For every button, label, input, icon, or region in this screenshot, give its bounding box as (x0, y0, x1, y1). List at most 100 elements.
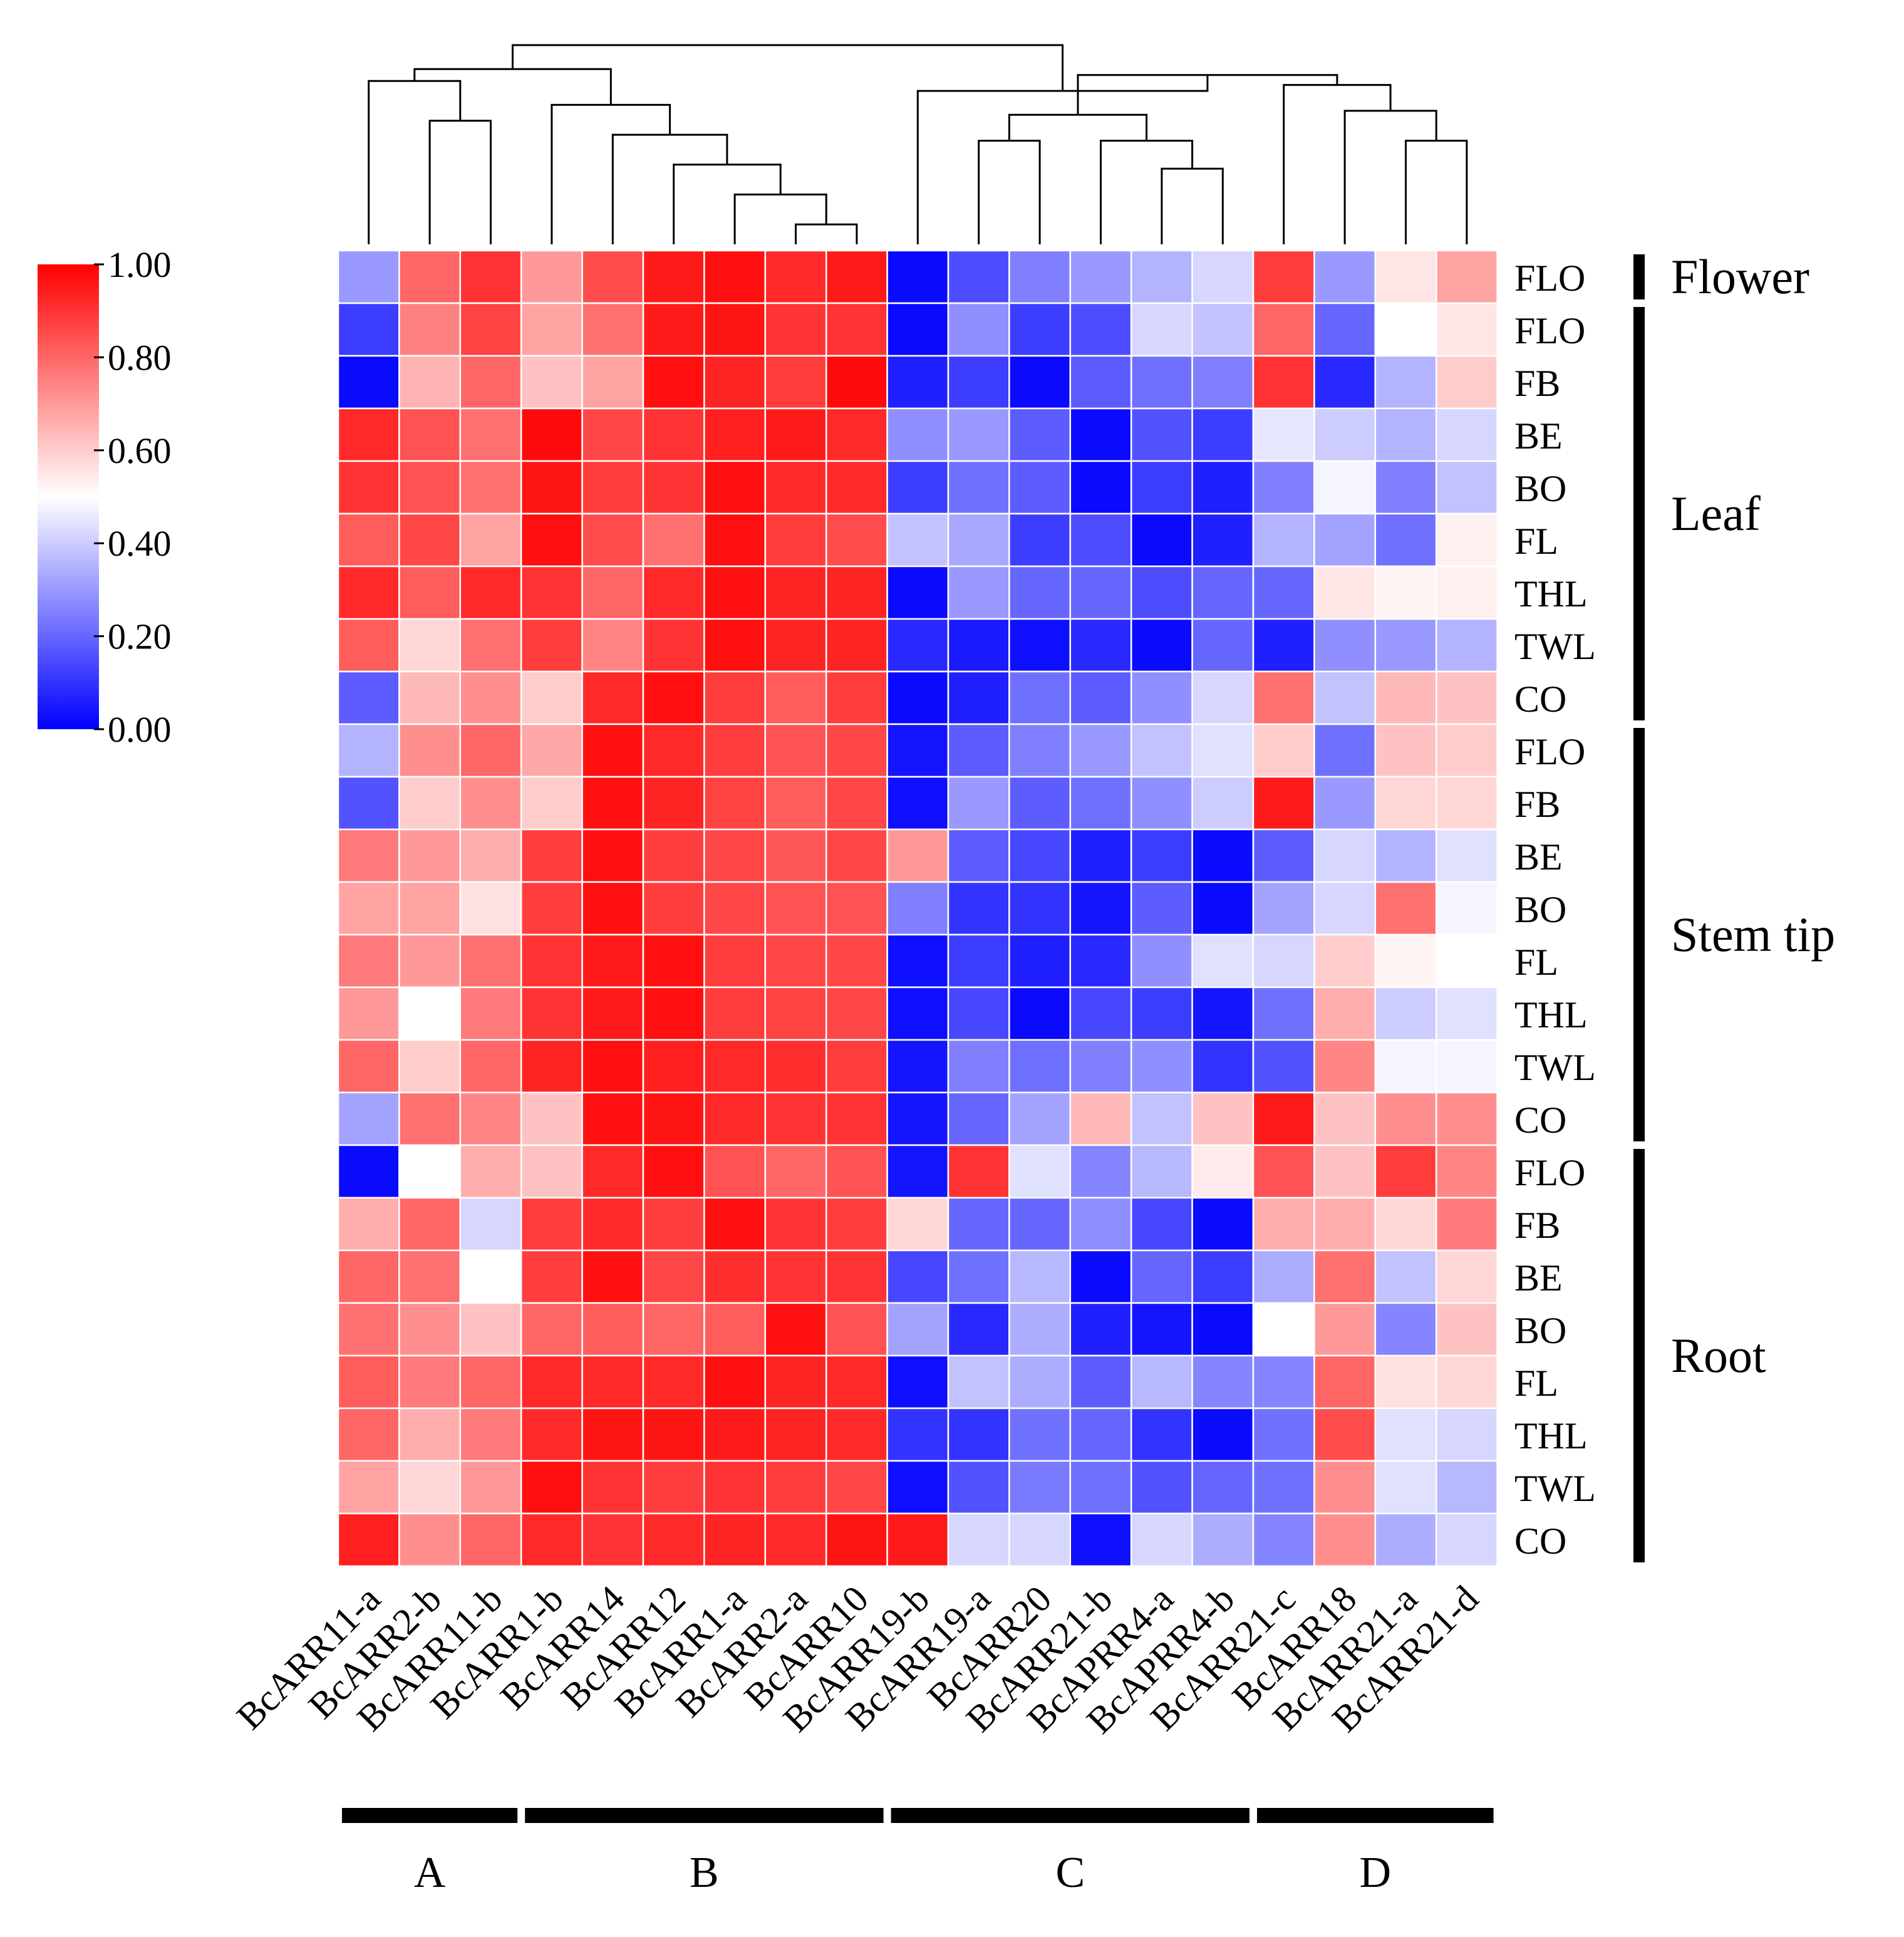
heatmap-cell (1374, 512, 1437, 568)
heatmap-cell (1008, 460, 1072, 515)
heatmap-cell (1130, 618, 1193, 673)
heatmap-cell (398, 670, 462, 725)
heatmap-cell (703, 986, 767, 1041)
row-label: FL (1514, 521, 1558, 562)
heatmap-cell (703, 776, 767, 831)
heatmap-cell (947, 355, 1010, 410)
heatmap-cell (703, 355, 767, 410)
heatmap-cell (825, 1354, 888, 1410)
color-scale-tick-label: 1.00 (108, 244, 172, 285)
heatmap-cell (947, 618, 1010, 673)
heatmap-cell (1191, 1407, 1255, 1462)
heatmap-cell (398, 1197, 462, 1252)
heatmap-cell (1130, 776, 1193, 831)
heatmap-cell (886, 1354, 949, 1410)
row-label: BO (1514, 1310, 1566, 1351)
heatmap-cell (1008, 723, 1072, 778)
heatmap-cell (581, 670, 644, 725)
heatmap-cell (886, 460, 949, 515)
color-scale-tick-label: 0.80 (108, 337, 172, 378)
heatmap-cell (337, 670, 400, 725)
heatmap-cell (1130, 723, 1193, 778)
column-labels: BcARR11-aBcARR2-bBcARR11-bBcARR1-bBcARR1… (229, 1578, 1486, 1742)
heatmap-cell (703, 828, 767, 883)
tissue-bracket (1633, 728, 1645, 1141)
heatmap-cell (825, 1091, 888, 1146)
color-legend: 1.00 0.80 0.60 0.40 0.20 0.00 (38, 244, 172, 750)
heatmap-cell (337, 1039, 400, 1094)
heatmap-cell (1130, 512, 1193, 568)
heatmap-cell (1374, 1354, 1437, 1410)
heatmap-cell (642, 776, 705, 831)
heatmap-cell (1191, 1302, 1255, 1357)
heatmap-cell (642, 302, 705, 357)
heatmap-cell (886, 1197, 949, 1252)
heatmap-cell (520, 512, 583, 568)
heatmap-cell (1252, 1197, 1315, 1252)
heatmap-cell (1374, 1302, 1437, 1357)
dendrogram-branch (368, 80, 462, 244)
heatmap-cell (337, 249, 400, 304)
heatmap-cell (1374, 986, 1437, 1041)
heatmap-cell (642, 460, 705, 515)
heatmap-cell (459, 1512, 522, 1567)
row-label: THL (1514, 994, 1588, 1036)
heatmap-cell (1435, 1407, 1498, 1462)
heatmap-cell (1313, 249, 1377, 304)
tissue-group-brackets: Flower Leaf Stem tip Root (1633, 249, 1835, 1562)
heatmap-cell (947, 460, 1010, 515)
heatmap-cell (1130, 1249, 1193, 1304)
heatmap-cell (703, 512, 767, 568)
heatmap-cell (337, 407, 400, 462)
heatmap-cell (337, 723, 400, 778)
heatmap-cell (1008, 1091, 1072, 1146)
heatmap-cell (1008, 1512, 1072, 1567)
heatmap-cell (398, 1302, 462, 1357)
heatmap-cell (947, 881, 1010, 936)
heatmap-cell (398, 1249, 462, 1304)
tissue-label: Leaf (1671, 486, 1761, 541)
heatmap-cell (459, 1039, 522, 1094)
heatmap-cell (1374, 670, 1437, 725)
heatmap-cell (337, 1460, 400, 1515)
heatmap-cell (764, 986, 827, 1041)
heatmap-cell (1252, 355, 1315, 410)
heatmap-cell (1008, 1144, 1072, 1199)
heatmap-cell (1313, 1407, 1377, 1462)
heatmap-cell (581, 1354, 644, 1410)
heatmap-cell (1069, 1354, 1132, 1410)
heatmap-cell (703, 1249, 767, 1304)
heatmap-cell (581, 881, 644, 936)
heatmap-cell (886, 1091, 949, 1146)
heatmap-cell (825, 460, 888, 515)
heatmap-cell (1374, 355, 1437, 410)
heatmap-cell (703, 1039, 767, 1094)
heatmap-cell (1435, 460, 1498, 515)
heatmap-cell (1313, 1197, 1377, 1252)
heatmap-cell (1008, 828, 1072, 883)
heatmap-cell (1069, 460, 1132, 515)
heatmap-cell (1313, 1144, 1377, 1199)
heatmap-cell (825, 249, 888, 304)
tissue-bracket (1633, 307, 1645, 720)
heatmap-cell (1008, 881, 1072, 936)
heatmap-cell (886, 565, 949, 620)
heatmap-cell (520, 670, 583, 725)
gene-group-bars: A B C D (342, 1808, 1494, 1897)
heatmap-cell (520, 1091, 583, 1146)
heatmap-cell (459, 1460, 522, 1515)
heatmap-cell (398, 565, 462, 620)
heatmap-cell (1191, 881, 1255, 936)
row-label: BE (1514, 1257, 1563, 1299)
heatmap-cell (1435, 1197, 1498, 1252)
heatmap-cell (520, 407, 583, 462)
heatmap-cell (1008, 618, 1072, 673)
heatmap-cell (1069, 618, 1132, 673)
heatmap-grid (337, 249, 1498, 1567)
heatmap-cell (886, 302, 949, 357)
heatmap-cell (1252, 1144, 1315, 1199)
heatmap-cell (947, 249, 1010, 304)
heatmap-cell (581, 565, 644, 620)
heatmap-cell (1008, 302, 1072, 357)
heatmap-cell (825, 565, 888, 620)
